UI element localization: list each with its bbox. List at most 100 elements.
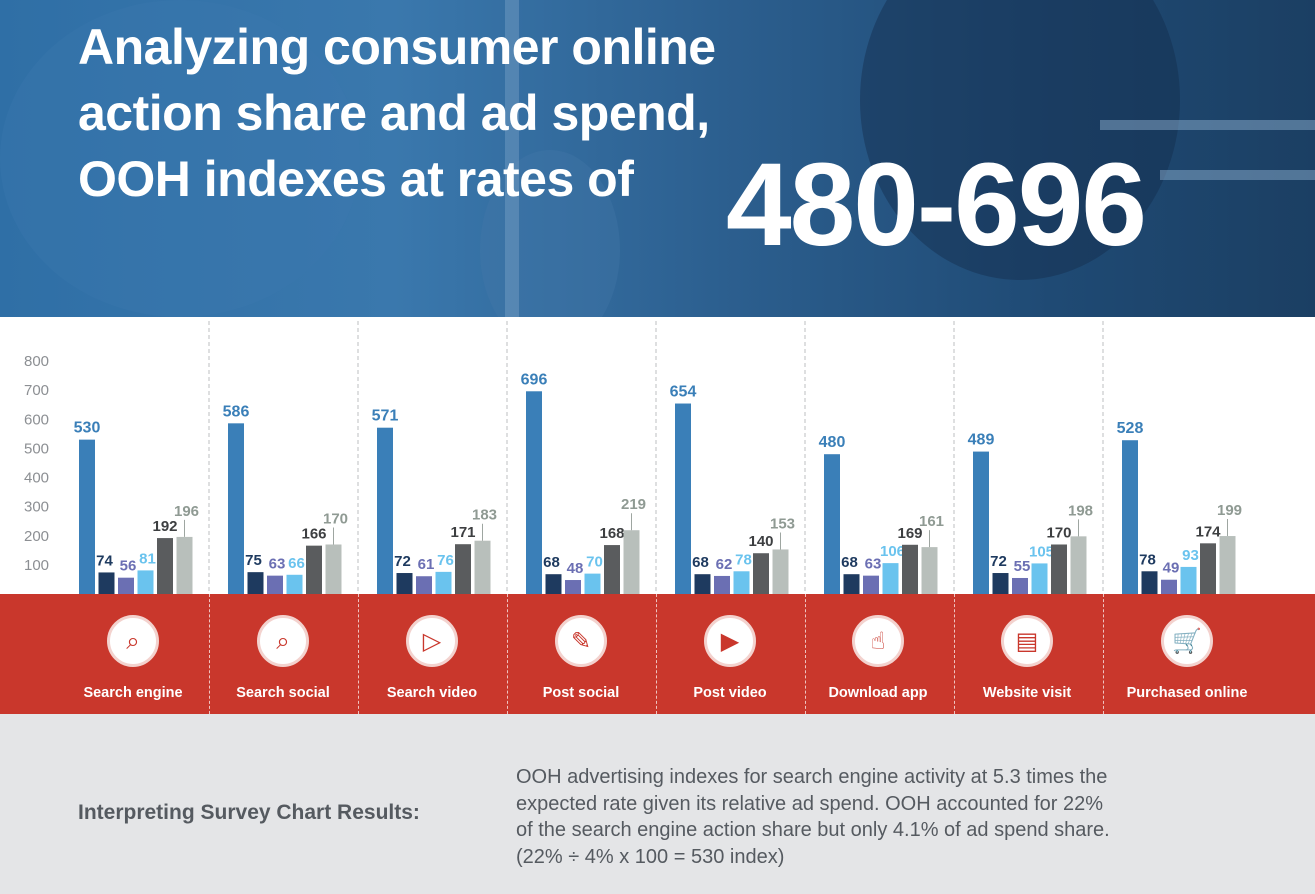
category-band: ⌕ Search engine ⌕ Search social ▷ Search vide… xyxy=(0,594,1315,714)
bar xyxy=(973,451,989,594)
data-label: 571 xyxy=(372,408,399,425)
data-label: 199 xyxy=(1217,502,1242,519)
category-label: Search engine xyxy=(83,685,183,701)
search-video-icon: ▷ xyxy=(406,615,458,667)
data-label: 63 xyxy=(269,556,286,573)
bar xyxy=(675,403,691,594)
data-label: 696 xyxy=(521,371,548,388)
bar xyxy=(753,553,769,594)
bar xyxy=(604,545,620,594)
category-label: Post video xyxy=(693,685,767,701)
data-label: 55 xyxy=(1014,558,1031,575)
hero-rail-shape xyxy=(1160,170,1315,180)
data-label: 72 xyxy=(990,553,1007,570)
page-title: Analyzing consumer online action share a… xyxy=(78,14,798,212)
bar xyxy=(526,391,542,594)
bar xyxy=(286,574,303,594)
bar xyxy=(1161,579,1177,594)
category-item: ▷ Search video xyxy=(357,594,507,714)
category-separator xyxy=(805,594,806,714)
y-tick-label: 100 xyxy=(24,557,49,574)
data-label: 171 xyxy=(450,524,475,541)
bar xyxy=(118,577,134,594)
data-label: 168 xyxy=(599,525,624,542)
search-social-icon: ⌕ xyxy=(257,615,309,667)
category-item: ⌕ Search engine xyxy=(58,594,208,714)
category-label: Website visit xyxy=(982,685,1072,701)
y-tick-label: 700 xyxy=(24,382,49,399)
category-label: Search social xyxy=(236,685,330,701)
data-label: 170 xyxy=(1046,524,1071,541)
data-label: 183 xyxy=(472,507,497,524)
hero-pole-shape xyxy=(505,0,519,317)
index-range-number: 480-696 xyxy=(726,139,1147,271)
post-social-icon: ✎ xyxy=(555,615,607,667)
data-label: 174 xyxy=(1195,523,1221,540)
data-label: 68 xyxy=(841,554,858,571)
category-separator xyxy=(358,594,359,714)
data-label: 198 xyxy=(1068,502,1093,519)
category-separator xyxy=(1103,594,1104,714)
footer-title: Interpreting Survey Chart Results: xyxy=(78,801,420,824)
y-tick-label: 800 xyxy=(24,353,49,370)
title-line: action share and ad spend, xyxy=(78,85,710,141)
category-label: Download app xyxy=(828,685,928,701)
bar xyxy=(79,439,95,594)
data-label: 72 xyxy=(394,553,411,570)
bar xyxy=(247,572,264,594)
purchased-online-icon: 🛒 xyxy=(1161,615,1213,667)
data-label: 78 xyxy=(1139,551,1156,568)
bar xyxy=(1070,536,1087,594)
data-label: 105 xyxy=(1029,543,1054,560)
footer-line: (22% ÷ 4% x 100 = 530 index) xyxy=(516,845,785,868)
data-label: 68 xyxy=(692,554,709,571)
bar xyxy=(824,454,840,594)
category-separator xyxy=(954,594,955,714)
category-item: ⌕ Search social xyxy=(208,594,358,714)
data-label: 480 xyxy=(819,434,846,451)
bar xyxy=(137,570,154,594)
data-label: 93 xyxy=(1182,547,1199,564)
data-label: 153 xyxy=(770,515,795,532)
bar xyxy=(1180,566,1197,594)
data-label: 106 xyxy=(880,543,905,560)
website-visit-icon: ▤ xyxy=(1001,615,1053,667)
bar xyxy=(545,574,562,594)
data-label: 56 xyxy=(120,558,137,575)
y-tick-label: 500 xyxy=(24,440,49,457)
footer-panel: Interpreting Survey Chart Results: OOH a… xyxy=(0,714,1315,894)
data-label: 219 xyxy=(621,496,646,513)
data-label: 489 xyxy=(968,432,995,449)
data-label: 81 xyxy=(139,550,156,567)
bar xyxy=(714,575,730,594)
category-separator xyxy=(507,594,508,714)
data-label: 654 xyxy=(670,384,697,401)
bar xyxy=(733,571,750,594)
bar xyxy=(992,573,1009,594)
category-item: ✎ Post social xyxy=(506,594,656,714)
data-label: 48 xyxy=(567,560,584,577)
bar xyxy=(416,576,432,594)
data-label: 196 xyxy=(174,503,199,520)
category-separator xyxy=(656,594,657,714)
bar xyxy=(435,571,452,594)
data-label: 61 xyxy=(418,556,435,573)
title-line: OOH indexes at rates of xyxy=(78,151,634,207)
bar xyxy=(772,549,789,594)
category-label: Search video xyxy=(386,685,478,701)
bar xyxy=(1200,543,1216,594)
bar xyxy=(267,575,283,594)
bar xyxy=(565,580,581,594)
bar xyxy=(863,575,879,594)
bar xyxy=(694,574,711,594)
bar xyxy=(843,574,860,594)
category-item: ▶ Post video xyxy=(655,594,805,714)
hero-rail-shape xyxy=(1100,120,1315,130)
search-engine-icon: ⌕ xyxy=(107,615,159,667)
bar xyxy=(1051,544,1067,594)
data-label: 528 xyxy=(1117,420,1144,437)
data-label: 74 xyxy=(96,552,113,569)
bar xyxy=(882,563,899,594)
y-tick-label: 300 xyxy=(24,499,49,516)
bar xyxy=(377,427,393,594)
